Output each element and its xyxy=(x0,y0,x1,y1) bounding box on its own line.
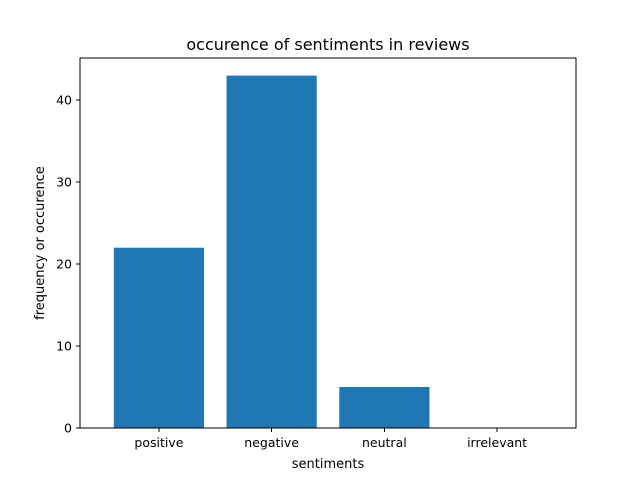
plot-frame xyxy=(79,57,577,429)
y-tick-label: 30 xyxy=(56,175,72,190)
y-axis: 0 10 20 30 40 xyxy=(56,93,80,436)
x-tick-label: negative xyxy=(244,435,299,450)
x-tick-label: positive xyxy=(134,435,183,450)
bar-negative xyxy=(226,75,317,428)
y-tick-label: 20 xyxy=(56,257,72,272)
bar-neutral xyxy=(339,387,430,428)
x-axis: positive negative neutral irrelevant xyxy=(134,428,527,450)
y-tick-label: 10 xyxy=(56,339,72,354)
x-tick-label: neutral xyxy=(362,435,407,450)
chart-title: occurence of sentiments in reviews xyxy=(186,35,469,54)
x-tick-label: irrelevant xyxy=(467,435,527,450)
y-tick-label: 0 xyxy=(64,421,72,436)
y-tick-label: 40 xyxy=(56,93,72,108)
bar-positive xyxy=(113,247,204,428)
x-axis-label: sentiments xyxy=(292,457,365,472)
y-axis-label: frequency or occurence xyxy=(33,166,48,320)
bars-group xyxy=(113,75,430,428)
